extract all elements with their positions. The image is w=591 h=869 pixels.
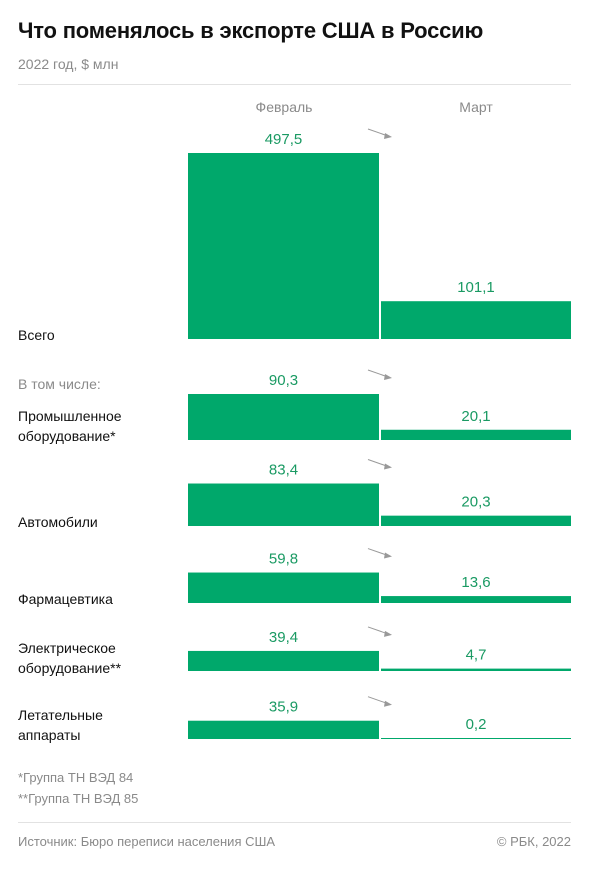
bar-february <box>188 572 379 603</box>
trend-arrow-head <box>384 630 392 637</box>
data-label-march: 0,2 <box>466 716 487 733</box>
bottom-divider <box>18 822 571 823</box>
data-label-march: 20,3 <box>461 494 490 511</box>
category-label-aircraft: Летательные аппараты <box>18 707 103 743</box>
data-label-february: 39,4 <box>269 629 298 646</box>
bar-march <box>381 668 571 671</box>
data-label-march: 101,1 <box>457 279 495 296</box>
data-label-march: 4,7 <box>466 647 487 664</box>
data-label-march: 13,6 <box>461 574 490 591</box>
chart-title: Что поменялось в экспорте США в Россию <box>18 18 484 43</box>
bar-march <box>381 596 571 603</box>
bar-march <box>381 738 571 739</box>
trend-arrow-head <box>384 133 392 139</box>
data-label-february: 59,8 <box>269 551 298 568</box>
column-header-february: Февраль <box>255 99 313 115</box>
category-label-electrical: Электрическое оборудование** <box>18 640 122 676</box>
trend-arrow-head <box>384 552 392 559</box>
bar-february <box>188 720 379 739</box>
copyright-text: © РБК, 2022 <box>496 834 571 849</box>
trend-arrow-line <box>367 626 389 635</box>
trend-arrow-line <box>367 548 389 557</box>
bar-march <box>381 429 571 440</box>
trend-arrow-line <box>367 128 389 137</box>
data-label-february: 90,3 <box>269 372 298 389</box>
category-label-industrial: Промышленное оборудование* <box>18 408 122 444</box>
trend-arrow-line <box>367 459 389 467</box>
category-label-pharma: Фармацевтика <box>18 591 113 607</box>
trend-arrow-line <box>367 369 389 378</box>
data-label-march: 20,1 <box>461 408 490 425</box>
trend-arrow-head <box>384 374 392 380</box>
footnote-2: **Группа ТН ВЭД 85 <box>18 791 139 806</box>
source-text: Источник: Бюро переписи населения США <box>18 834 276 849</box>
footnote-1: *Группа ТН ВЭД 84 <box>18 770 134 785</box>
bar-march <box>381 515 571 526</box>
bar-march <box>381 301 571 339</box>
data-label-february: 83,4 <box>269 462 298 479</box>
column-header-march: Март <box>459 99 493 115</box>
bar-february <box>188 483 379 526</box>
bar-february <box>188 650 379 671</box>
trend-arrow-head <box>384 700 392 707</box>
category-label-total: Всего <box>18 327 55 343</box>
bar-february <box>188 153 379 339</box>
category-label-cars: Автомобили <box>18 514 98 530</box>
subgroup-label: В том числе: <box>18 376 101 392</box>
bar-february <box>188 394 379 440</box>
trend-arrow-head <box>384 463 392 470</box>
data-label-february: 497,5 <box>265 131 303 148</box>
trend-arrow-line <box>367 696 389 705</box>
data-label-february: 35,9 <box>269 699 298 716</box>
top-divider <box>18 84 571 85</box>
chart-subtitle: 2022 год, $ млн <box>18 56 119 72</box>
